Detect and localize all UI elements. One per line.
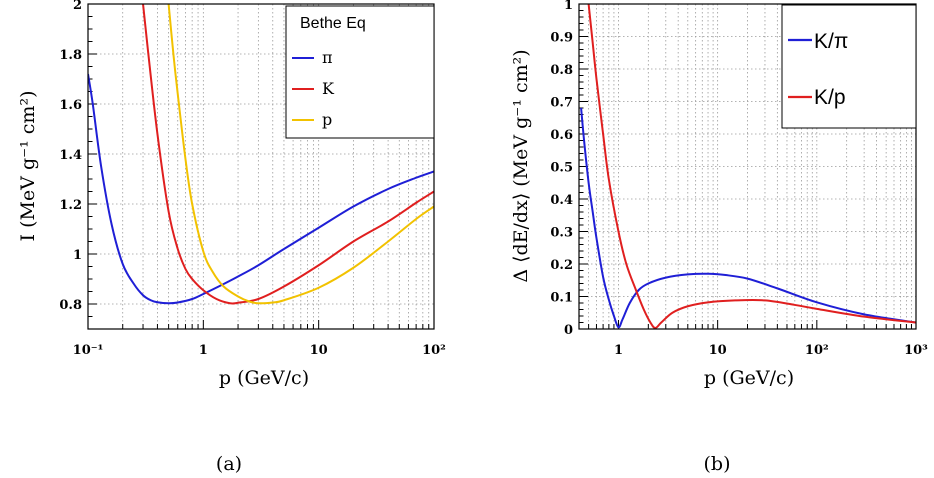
b-y-tick-label: 0.4: [550, 193, 573, 208]
a-series-line-1: [142, 4, 434, 305]
a-caption: (a): [216, 453, 242, 475]
b-x-tick-label: 10²: [805, 343, 829, 358]
a-x-tick-label: 10: [310, 343, 328, 358]
a-y-tick-label: 1.8: [59, 48, 82, 63]
b-y-tick-label: 0.2: [550, 258, 573, 273]
b-y-tick-label: 0.8: [550, 63, 573, 78]
b-x-tick-labels: 1 10 10² 10³: [614, 343, 928, 358]
a-legend-title: Bethe Eq: [300, 15, 366, 32]
b-x-tick-label: 10: [709, 343, 727, 358]
b-y-tick-label: 0.6: [550, 128, 573, 143]
a-x-tick-label: 10⁻¹: [73, 343, 104, 358]
a-x-tick-label: 1: [199, 343, 208, 358]
b-x-tick-label: 1: [614, 343, 623, 358]
panel-a: 0.8 1 1.2 1.4 1.6 1.8 2 10⁻¹ 1 10 10² I (MeV g⁻¹ …: [17, 0, 446, 475]
b-series-line-1: [587, 4, 916, 329]
b-series-lines: [580, 4, 916, 329]
a-y-axis-title: I (MeV g⁻¹ cm²): [17, 91, 39, 242]
a-legend-label-p: p: [322, 110, 332, 129]
a-y-tick-label: 1.4: [59, 148, 82, 163]
b-legend-label-k-pi: K/π: [814, 30, 848, 53]
b-caption: (b): [704, 453, 731, 475]
a-y-tick-label: 2: [73, 0, 82, 13]
a-y-tick-label: 1.6: [59, 98, 82, 113]
b-x-axis-title: p (GeV/c): [704, 367, 794, 389]
a-legend: Bethe Eq π K p: [285, 5, 435, 139]
a-series-lines: [88, 4, 434, 305]
b-y-tick-label: 0.7: [550, 96, 573, 111]
b-legend: K/π K/p: [781, 4, 917, 129]
b-y-tick-labels: 0 0.1 0.2 0.3 0.4 0.5 0.6 0.7 0.8 0.9 1: [550, 0, 573, 338]
b-y-tick-label: 1: [564, 0, 573, 13]
b-legend-label-k-p: K/p: [814, 86, 846, 109]
b-plot-frame: [578, 3, 917, 330]
a-plot-frame: [87, 3, 435, 330]
a-x-tick-labels: 10⁻¹ 1 10 10²: [73, 343, 446, 358]
b-legend-box: [781, 4, 917, 129]
a-legend-label-k: K: [322, 79, 335, 98]
b-y-tick-label: 0.3: [550, 226, 573, 241]
a-y-tick-label: 0.8: [59, 298, 82, 313]
a-legend-box: [285, 5, 435, 139]
b-y-axis-title: Δ ⟨dE/dx⟩ (MeV g⁻¹ cm²): [510, 49, 532, 282]
a-x-axis-title: p (GeV/c): [219, 367, 309, 389]
b-y-tick-label: 0: [564, 323, 573, 338]
a-y-tick-labels: 0.8 1 1.2 1.4 1.6 1.8 2: [59, 0, 82, 313]
b-x-tick-label: 10³: [904, 343, 928, 358]
a-y-tick-label: 1.2: [59, 198, 82, 213]
a-y-tick-label: 1: [73, 248, 82, 263]
b-y-tick-label: 0.1: [550, 291, 573, 306]
a-x-tick-label: 10²: [422, 343, 446, 358]
a-series-line-2: [167, 4, 434, 305]
b-y-tick-label: 0.5: [550, 161, 573, 176]
b-series-line-0: [580, 107, 916, 329]
a-legend-label-pi: π: [322, 48, 333, 67]
a-series-line-0: [88, 73, 434, 305]
panel-b: 00.10.20.30.40.50.60.70.80.91 1 10 10² 10³ …: [510, 0, 928, 475]
b-y-tick-label: 0.9: [550, 31, 573, 46]
